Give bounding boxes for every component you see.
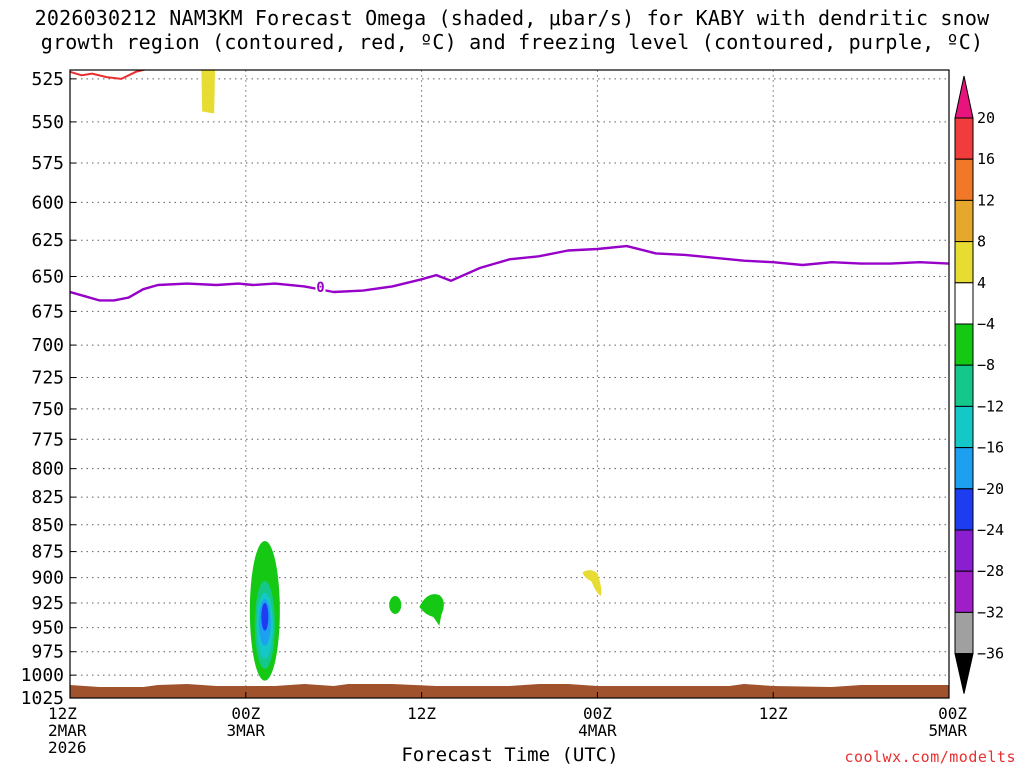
omega-negative-small-2	[419, 594, 444, 626]
y-tick-label-975: 975	[31, 642, 64, 663]
colorbar-under-arrow	[954, 653, 974, 694]
colorbar-label-2: 12	[977, 191, 995, 209]
title-line-1: 2026030212 NAM3KM Forecast Omega (shaded…	[34, 6, 990, 30]
colorbar-label-6: −8	[977, 356, 995, 374]
y-tick-label-900: 900	[31, 568, 64, 589]
x-tick-label-0-0: 12Z	[48, 704, 77, 723]
y-tick-label-750: 750	[31, 399, 64, 420]
y-tick-label-825: 825	[31, 487, 64, 508]
y-tick-label-575: 575	[31, 153, 64, 174]
y-tick-label-925: 925	[31, 593, 64, 614]
y-tick-label-1025: 1025	[21, 688, 64, 709]
colorbar-label-1: 16	[977, 150, 995, 168]
chart-title: 2026030212 NAM3KM Forecast Omega (shaded…	[0, 6, 1024, 54]
colorbar-band-3	[954, 241, 974, 284]
colorbar-label-9: −20	[977, 480, 1004, 498]
colorbar: 20 16 12 8 4 −4 −8 −12 −16 −20 −24 −28 −32 −36	[954, 75, 1004, 694]
colorbar-band-1	[954, 158, 974, 201]
colorbar-label-3: 8	[977, 233, 986, 251]
colorbar-label-13: −36	[977, 645, 1004, 663]
freezing-level-line	[70, 244, 949, 302]
credit-link[interactable]: coolwx.com/modelts	[844, 748, 1016, 766]
omega-shading	[201, 70, 602, 681]
plot-frame	[69, 69, 950, 699]
y-tick-label-1000: 1000	[21, 665, 64, 686]
x-tick-label-0-2: 2026	[48, 738, 87, 757]
freezing-level-label-bg	[315, 278, 326, 293]
colorbar-band-2	[954, 199, 974, 243]
colorbar-band-8	[954, 447, 974, 490]
x-tick-label-1-1: 3MAR	[227, 721, 266, 740]
y-tick-label-700: 700	[31, 335, 64, 356]
x-tick-label-0-1: 2MAR	[48, 721, 87, 740]
y-tick-label-625: 625	[31, 230, 64, 251]
x-tick-label-5-1: 5MAR	[928, 721, 967, 740]
y-tick-label-600: 600	[31, 192, 64, 213]
colorbar-label-5: −4	[977, 315, 995, 333]
omega-negative-small-1	[389, 595, 402, 614]
x-tick-label-3-0: 00Z	[583, 704, 612, 723]
y-tick-label-775: 775	[31, 429, 64, 450]
colorbar-label-0: 20	[977, 109, 995, 127]
terrain-band	[70, 684, 949, 698]
y-tick-label-875: 875	[31, 542, 64, 563]
y-tick-label-800: 800	[31, 459, 64, 480]
colorbar-label-10: −24	[977, 521, 1004, 539]
title-line-2: growth region (contoured, red, ºC) and f…	[40, 30, 984, 54]
colorbar-band-7	[954, 405, 974, 449]
colorbar-band-11	[954, 570, 974, 613]
x-tick-label-2-0: 12Z	[407, 704, 436, 723]
terrain-layer	[70, 684, 949, 698]
colorbar-band-9	[954, 488, 974, 531]
y-tick-label-675: 675	[31, 301, 64, 322]
omega-plume-level-4	[261, 602, 269, 631]
x-tick-label-4-0: 12Z	[759, 704, 788, 723]
omega-positive-upper	[201, 70, 216, 114]
y-tick-label-850: 850	[31, 515, 64, 536]
colorbar-band-6	[954, 364, 974, 407]
contours: 0	[70, 70, 949, 302]
dendritic-growth-contour	[70, 70, 148, 80]
colorbar-label-11: −28	[977, 562, 1004, 580]
y-tick-label-950: 950	[31, 618, 64, 639]
x-tick-label-5-0: 00Z	[938, 704, 967, 723]
colorbar-label-4: 4	[977, 274, 986, 292]
colorbar-band-5	[954, 323, 974, 366]
freezing-level-label: 0	[316, 280, 324, 296]
y-tick-label-725: 725	[31, 368, 64, 389]
colorbar-over-arrow	[954, 75, 974, 119]
colorbar-band-0	[954, 117, 974, 160]
y-tick-label-650: 650	[31, 266, 64, 287]
colorbar-band-10	[954, 529, 974, 572]
colorbar-band-4	[954, 282, 974, 325]
y-tick-label-525: 525	[31, 69, 64, 90]
x-tick-label-1-0: 00Z	[231, 704, 260, 723]
x-tick-label-3-1: 4MAR	[578, 721, 617, 740]
colorbar-band-12	[954, 611, 974, 655]
grid	[70, 70, 949, 699]
y-tick-label-550: 550	[31, 112, 64, 133]
omega-positive-lower	[582, 570, 602, 596]
colorbar-label-12: −32	[977, 603, 1004, 621]
x-axis-label: Forecast Time (UTC)	[401, 744, 619, 766]
colorbar-label-8: −16	[977, 439, 1004, 457]
colorbar-label-7: −12	[977, 397, 1004, 415]
